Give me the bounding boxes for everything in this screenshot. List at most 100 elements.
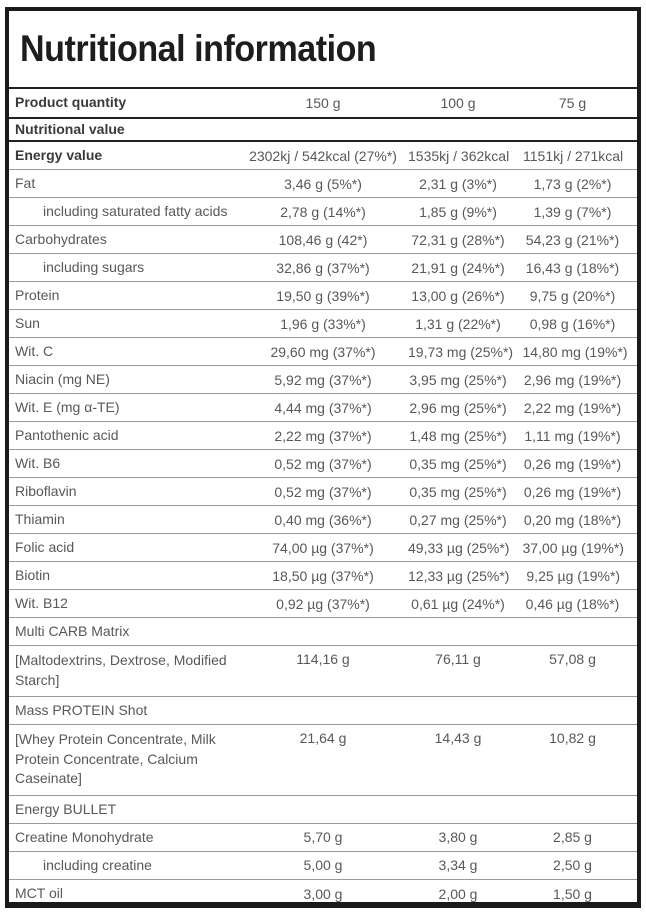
table-row: Sun 1,96 g (33%*) 1,31 g (22%*) 0,98 g (16%… xyxy=(9,310,637,338)
row-label: Pantothenic acid xyxy=(15,426,119,443)
value-150g: 3,00 g xyxy=(303,885,343,902)
row-label: MCT oil xyxy=(15,885,63,902)
value-150g: 19,50 g (39%*) xyxy=(276,287,370,304)
value-75g: 9,25 µg (19%*) xyxy=(526,567,621,584)
table-row: Wit. B6 0,52 mg (37%*) 0,35 mg (25%*) 0,26 … xyxy=(9,450,637,478)
row-label: including sugars xyxy=(43,258,145,275)
table-row: Biotin 18,50 µg (37%*) 12,33 µg (25%*) 9,25… xyxy=(9,562,637,590)
row-label: Energy BULLET xyxy=(15,800,117,817)
value-75g: 14,80 mg (19%*) xyxy=(522,343,628,360)
value-150g: 108,46 g (42*) xyxy=(278,231,368,248)
table-row: Energy BULLET xyxy=(9,796,637,824)
table-row: Mass PROTEIN Shot xyxy=(9,697,637,726)
value-75g: 1151kj / 271kcal xyxy=(523,147,624,164)
row-label: Carbohydrates xyxy=(15,230,107,247)
value-100g: 19,73 mg (25%*) xyxy=(408,343,514,360)
table-row: [Maltodextrins, Dextrose, Modified Starc… xyxy=(9,646,637,698)
row-label: Wit. E (mg α-TE) xyxy=(15,398,120,415)
row-label: including creatine xyxy=(43,856,152,873)
value-100g: 14,43 g xyxy=(434,730,482,747)
value-150g: 2,22 mg (37%*) xyxy=(274,427,372,444)
row-label: Riboflavin xyxy=(15,482,77,499)
value-150g: 0,52 mg (37%*) xyxy=(274,455,372,472)
row-label: Sun xyxy=(15,314,40,331)
value-100g: 3,95 mg (25%*) xyxy=(409,371,507,388)
row-label: Mass PROTEIN Shot xyxy=(15,701,148,718)
value-75g: 2,96 mg (19%*) xyxy=(523,371,622,388)
table-row: Wit. C 29,60 mg (37%*) 19,73 mg (25%*) 14,8… xyxy=(9,338,637,366)
value-75g: 1,11 mg (19%*) xyxy=(524,427,621,444)
quantity-col-100g: 100 g xyxy=(440,95,476,111)
value-100g: 21,91 g (24%*) xyxy=(411,259,505,276)
value-75g: 0,26 mg (19%*) xyxy=(523,455,622,472)
table-row: including saturated fatty acids 2,78 g (1… xyxy=(9,198,637,226)
row-label: Nutritional value xyxy=(15,120,125,137)
nutritional-value-header-row: Nutritional value xyxy=(9,119,637,142)
value-150g: 114,16 g xyxy=(296,651,350,667)
row-label: Product quantity xyxy=(15,94,127,111)
value-75g: 54,23 g (21%*) xyxy=(525,231,620,248)
value-150g: 18,50 µg (37%*) xyxy=(272,567,374,584)
value-100g: 76,11 g xyxy=(435,651,481,667)
table-row: Riboflavin 0,52 mg (37%*) 0,35 mg (25%*) 0,… xyxy=(9,478,637,506)
row-label: Multi CARB Matrix xyxy=(15,622,130,639)
nutrition-table: Nutritional information Product quantity… xyxy=(5,7,641,908)
value-75g: 1,39 g (7%*) xyxy=(533,203,612,220)
value-75g: 0,26 mg (19%*) xyxy=(523,483,622,500)
value-100g: 1535kj / 362kcal xyxy=(408,147,510,164)
table-row: including sugars 32,86 g (37%*) 21,91 g (2… xyxy=(9,254,637,282)
value-75g: 0,20 mg (18%*) xyxy=(523,511,622,528)
row-label: Thiamin xyxy=(15,510,65,527)
table-row: Thiamin 0,40 mg (36%*) 0,27 mg (25%*) 0,20 … xyxy=(9,506,637,534)
value-150g: 1,96 g (33%*) xyxy=(280,315,366,332)
row-label: Wit. C xyxy=(15,342,54,359)
value-75g: 9,75 g (20%*) xyxy=(529,287,616,304)
table-title: Nutritional information xyxy=(20,28,377,69)
title-bar: Nutritional information xyxy=(9,11,637,89)
table-row: Carbohydrates 108,46 g (42*) 72,31 g (28%*… xyxy=(9,226,637,254)
value-150g: 29,60 mg (37%*) xyxy=(270,343,376,360)
value-100g: 0,61 µg (24%*) xyxy=(411,595,505,612)
table-row: Folic acid 74,00 µg (37%*) 49,33 µg (25%*)… xyxy=(9,534,637,562)
value-150g: 2,78 g (14%*) xyxy=(280,203,366,220)
value-150g: 3,46 g (5%*) xyxy=(284,175,362,192)
table-row: Wit. E (mg α-TE) 4,44 mg (37%*) 2,96 mg (2… xyxy=(9,394,637,422)
value-100g: 1,31 g (22%*) xyxy=(415,315,501,332)
value-150g: 2302kj / 542kcal (27%*) xyxy=(249,147,397,164)
value-150g: 5,70 g xyxy=(303,829,343,846)
value-150g: 32,86 g (37%*) xyxy=(276,259,370,276)
value-100g: 0,27 mg (25%*) xyxy=(409,511,507,528)
value-75g: 1,73 g (2%*) xyxy=(533,175,612,192)
row-label: Energy value xyxy=(15,146,103,163)
table-row: Creatine Monohydrate 5,70 g 3,80 g 2,85 g xyxy=(9,824,637,852)
value-100g: 3,80 g xyxy=(438,829,478,846)
value-100g: 2,00 g xyxy=(438,885,478,902)
table-row: MCT oil 3,00 g 2,00 g 1,50 g xyxy=(9,880,637,908)
row-label: [Maltodextrins, Dextrose, Modified Starc… xyxy=(15,652,227,688)
product-quantity-row: Product quantity 150 g 100 g 75 g xyxy=(9,89,637,119)
row-label: [Whey Protein Concentrate, Milk Protein … xyxy=(15,731,216,787)
value-150g: 5,00 g xyxy=(303,857,343,874)
row-label: Folic acid xyxy=(15,538,75,555)
table-row: Pantothenic acid 2,22 mg (37%*) 1,48 mg (2… xyxy=(9,422,637,450)
value-100g: 12,33 µg (25%*) xyxy=(408,567,510,584)
table-body: Energy value 2302kj / 542kcal (27%*) 1535k… xyxy=(9,142,637,908)
row-label: Creatine Monohydrate xyxy=(15,828,154,845)
value-75g: 57,08 g xyxy=(549,651,596,667)
table-row: including creatine 5,00 g 3,34 g 2,50 g xyxy=(9,852,637,880)
value-75g: 16,43 g (18%*) xyxy=(525,259,620,276)
value-100g: 13,00 g (26%*) xyxy=(411,287,505,304)
table-row: Wit. B12 0,92 µg (37%*) 0,61 µg (24%*) 0,46… xyxy=(9,590,637,618)
table-row: [Whey Protein Concentrate, Milk Protein … xyxy=(9,725,637,796)
value-75g: 2,85 g xyxy=(553,829,592,846)
value-100g: 2,31 g (3%*) xyxy=(419,175,497,192)
value-75g: 0,98 g (16%*) xyxy=(529,315,616,332)
value-100g: 49,33 µg (25%*) xyxy=(408,539,510,556)
value-75g: 2,50 g xyxy=(553,857,592,874)
value-75g: 2,22 mg (19%*) xyxy=(523,399,622,416)
value-100g: 0,35 mg (25%*) xyxy=(409,455,507,472)
value-75g: 10,82 g xyxy=(549,730,596,747)
value-150g: 5,92 mg (37%*) xyxy=(274,371,372,388)
value-150g: 0,92 µg (37%*) xyxy=(276,595,370,612)
value-100g: 0,35 mg (25%*) xyxy=(409,483,507,500)
